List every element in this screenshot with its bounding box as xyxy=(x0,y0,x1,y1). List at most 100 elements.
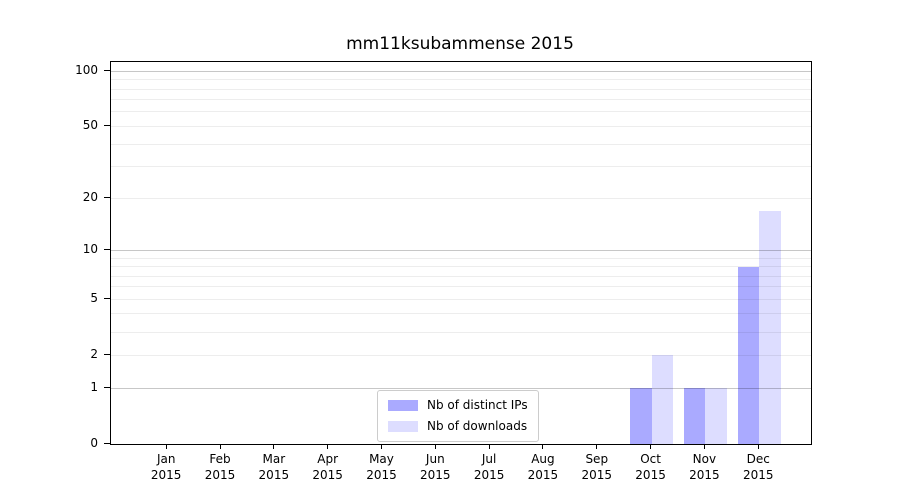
x-tick-label-year: 2015 xyxy=(150,468,182,482)
x-tick-label: Jun 2015 xyxy=(395,451,475,483)
legend-label-downloads: Nb of downloads xyxy=(427,419,528,433)
x-tick-label-year: 2015 xyxy=(635,468,666,482)
bar-distinct-ips-nov xyxy=(683,388,706,444)
gridline-minor xyxy=(111,143,811,145)
gridline-major xyxy=(111,70,811,72)
gridline-minor xyxy=(111,298,811,300)
gridline-minor xyxy=(111,197,811,199)
x-tick-label-year: 2015 xyxy=(742,468,774,482)
x-tick-label: Jul 2015 xyxy=(449,451,529,483)
gridline-minor xyxy=(111,257,811,259)
x-tick-label: Nov 2015 xyxy=(664,451,744,483)
gridline-minor xyxy=(111,354,811,356)
gridline-minor xyxy=(111,88,811,90)
y-tick-label: 2 xyxy=(90,347,98,362)
x-tick-label-year: 2015 xyxy=(420,468,451,482)
x-tick-mark xyxy=(219,444,221,449)
x-tick-mark xyxy=(650,444,652,449)
x-tick-mark xyxy=(165,444,167,449)
x-tick-mark xyxy=(757,444,759,449)
gridline-minor xyxy=(111,286,811,288)
x-tick-label: Apr 2015 xyxy=(288,451,368,483)
x-tick-mark xyxy=(703,444,705,449)
bar-downloads-oct xyxy=(651,355,674,444)
bar-distinct-ips-dec xyxy=(737,266,760,444)
legend-swatch-downloads xyxy=(388,421,418,432)
legend-label-distinct-ips: Nb of distinct IPs xyxy=(427,398,528,412)
bar-downloads-nov xyxy=(705,388,727,444)
y-tick-mark xyxy=(104,124,110,126)
gridline-minor xyxy=(111,166,811,168)
bars-layer xyxy=(111,62,811,444)
x-tick-mark xyxy=(434,444,436,449)
y-tick-mark xyxy=(104,248,110,250)
y-tick-label: 100 xyxy=(75,63,98,78)
x-tick-label-month: Nov xyxy=(692,452,717,466)
x-tick-label-month: Jan xyxy=(156,452,176,466)
gridline-minor xyxy=(111,125,811,127)
plot-area: Nb of distinct IPs Nb of downloads xyxy=(110,61,812,445)
y-tick-label: 20 xyxy=(82,190,98,205)
y-tick-label: 0 xyxy=(90,436,98,450)
x-tick-label: Oct 2015 xyxy=(611,451,691,483)
x-tick-label-month: Feb xyxy=(209,452,231,466)
y-tick-mark xyxy=(104,69,110,71)
legend: Nb of distinct IPs Nb of downloads xyxy=(377,390,539,442)
grid-layer xyxy=(111,62,811,444)
gridline-minor xyxy=(111,266,811,267)
x-tick-label: Aug 2015 xyxy=(503,451,583,483)
x-tick-label-year: 2015 xyxy=(527,468,559,482)
legend-swatch-distinct-ips xyxy=(388,400,418,411)
x-tick-mark xyxy=(488,444,490,449)
gridline-minor xyxy=(111,99,811,101)
gridline-major xyxy=(111,387,811,389)
y-tick-mark xyxy=(104,297,110,299)
x-tick-label: Feb 2015 xyxy=(180,451,260,483)
gridline-minor xyxy=(111,79,811,81)
legend-item-downloads: Nb of downloads xyxy=(388,419,528,434)
x-tick-label: Jan 2015 xyxy=(126,451,206,483)
x-tick-label: Mar 2015 xyxy=(234,451,314,483)
x-tick-label-month: Aug xyxy=(531,452,555,466)
x-tick-label-month: Jun xyxy=(425,452,445,466)
x-tick-label-year: 2015 xyxy=(258,468,290,482)
bar-downloads-dec xyxy=(759,210,781,444)
gridline-minor xyxy=(111,331,811,333)
x-tick-label-month: Oct xyxy=(640,452,661,466)
y-tick-mark xyxy=(104,386,110,388)
y-tick-label: 50 xyxy=(82,118,98,133)
x-tick-label-month: Apr xyxy=(317,452,339,466)
x-tick-label: Dec 2015 xyxy=(718,451,798,483)
x-tick-label: May 2015 xyxy=(341,451,421,483)
y-tick-label: 10 xyxy=(82,242,98,257)
y-tick-label: 5 xyxy=(90,291,98,306)
x-tick-label-month: Jul xyxy=(481,452,497,466)
chart-title: mm11ksubammense 2015 xyxy=(346,34,574,54)
gridline-minor xyxy=(111,275,811,277)
x-tick-mark xyxy=(273,444,275,449)
x-tick-mark xyxy=(327,444,329,449)
y-tick-mark xyxy=(104,442,110,444)
bar-distinct-ips-oct xyxy=(630,388,652,444)
gridline-major xyxy=(111,249,811,251)
x-tick-label-year: 2015 xyxy=(366,468,397,482)
x-tick-mark xyxy=(596,444,598,449)
x-tick-label-year: 2015 xyxy=(204,468,236,482)
x-tick-mark xyxy=(542,444,544,449)
x-tick-mark xyxy=(380,444,382,449)
x-tick-label-month: May xyxy=(369,452,394,466)
gridline-minor xyxy=(111,313,811,315)
y-tick-mark xyxy=(104,196,110,198)
x-tick-label-month: Mar xyxy=(262,452,286,466)
x-tick-label-month: Dec xyxy=(746,452,770,466)
legend-item-distinct-ips: Nb of distinct IPs xyxy=(388,398,528,413)
x-tick-label-month: Sep xyxy=(585,452,609,466)
gridline-minor xyxy=(111,111,811,113)
x-tick-label-year: 2015 xyxy=(473,468,505,482)
y-tick-label: 1 xyxy=(90,380,98,394)
x-tick-label-year: 2015 xyxy=(312,468,343,482)
x-tick-label-year: 2015 xyxy=(689,468,720,482)
x-tick-label-year: 2015 xyxy=(581,468,613,482)
x-tick-label: Sep 2015 xyxy=(557,451,637,483)
